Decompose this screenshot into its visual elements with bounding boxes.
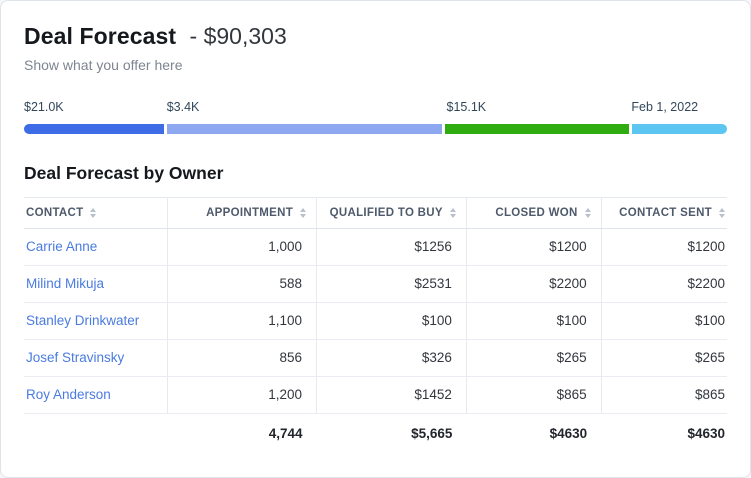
table-row: Stanley Drinkwater 1,100 $100 $100 $100	[24, 302, 727, 340]
appointment-value: 856	[167, 339, 318, 377]
closed-won-value: $265	[466, 339, 602, 377]
closed-won-total: $4630	[549, 425, 588, 441]
sort-icon	[719, 207, 725, 218]
progress-label-3: $15.1K	[446, 99, 487, 114]
progress-label-4: Feb 1, 2022	[631, 99, 699, 114]
section-title: Deal Forecast by Owner	[24, 162, 224, 183]
qualified-to-buy-value: $326	[316, 339, 467, 377]
deal-forecast-table: CONTACT APPOINTMENT QUALIFIED TO BUY	[24, 196, 727, 454]
contact-link[interactable]: Josef Stravinsky	[26, 350, 125, 366]
column-header-label: CLOSED WON	[495, 206, 578, 219]
page-title: Deal Forecast - $90,303	[24, 23, 727, 51]
closed-won-value: $865	[466, 376, 602, 414]
qualified-to-buy-value: $2531	[316, 265, 467, 303]
column-header-label: APPOINTMENT	[206, 206, 294, 219]
table-row: Roy Anderson 1,200 $1452 $865 $865	[24, 376, 727, 414]
appointment-total: 4,744	[268, 425, 303, 441]
contact-sent-value: $2200	[601, 265, 727, 303]
closed-won-value: $100	[466, 302, 602, 340]
progress-bar	[24, 123, 727, 134]
contact-link[interactable]: Stanley Drinkwater	[26, 313, 140, 329]
progress-segment-1	[24, 123, 165, 134]
table-row: Milind Mikuja 588 $2531 $2200 $2200	[24, 265, 727, 303]
column-header-appointment[interactable]: APPOINTMENT	[167, 196, 318, 229]
progress-labels: $21.0K $3.4K $15.1K Feb 1, 2022	[24, 100, 727, 115]
sort-icon	[90, 207, 97, 218]
page-subtitle: Show what you offer here	[24, 56, 183, 73]
qualified-to-buy-value: $1452	[316, 376, 467, 414]
column-header-label: QUALIFIED TO BUY	[329, 206, 443, 219]
closed-won-value: $2200	[466, 265, 602, 303]
qualified-to-buy-value: $1256	[316, 228, 467, 266]
progress-segment-3	[444, 123, 629, 134]
header: Deal Forecast - $90,303 Show what you of…	[24, 23, 727, 73]
contact-link[interactable]: Milind Mikuja	[26, 276, 105, 292]
closed-won-value: $1200	[466, 228, 602, 266]
appointment-value: 1,100	[167, 302, 318, 340]
table-row: Josef Stravinsky 856 $326 $265 $265	[24, 339, 727, 377]
column-header-contact[interactable]: CONTACT	[24, 196, 169, 229]
progress-label-2: $3.4K	[166, 99, 200, 114]
contact-link[interactable]: Roy Anderson	[26, 387, 111, 403]
table-totals-row: 4,744 $5,665 $4630 $4630	[24, 413, 727, 453]
contact-sent-total: $4630	[687, 425, 725, 441]
qualified-to-buy-value: $100	[316, 302, 467, 340]
appointment-value: 1,000	[167, 228, 318, 266]
contact-sent-value: $1200	[601, 228, 727, 266]
column-header-closed-won[interactable]: CLOSED WON	[466, 196, 602, 229]
table-header-row: CONTACT APPOINTMENT QUALIFIED TO BUY	[24, 196, 727, 229]
appointment-value: 1,200	[167, 376, 318, 414]
sort-icon	[300, 207, 307, 218]
qualified-to-buy-total: $5,665	[411, 425, 453, 441]
page-title-text: Deal Forecast	[24, 23, 177, 49]
progress-segment-2	[167, 123, 442, 134]
forecast-amount: - $90,303	[189, 23, 287, 49]
column-header-label: CONTACT	[26, 206, 84, 219]
column-header-contact-sent[interactable]: CONTACT SENT	[601, 196, 727, 229]
column-header-label: CONTACT SENT	[619, 206, 712, 219]
contact-sent-value: $100	[601, 302, 727, 340]
sort-icon	[449, 207, 456, 218]
totals-empty-cell	[24, 413, 168, 453]
contact-link[interactable]: Carrie Anne	[26, 239, 98, 255]
table-row: Carrie Anne 1,000 $1256 $1200 $1200	[24, 228, 727, 266]
appointment-value: 588	[167, 265, 318, 303]
contact-sent-value: $265	[601, 339, 727, 377]
progress-segment-4	[631, 123, 727, 134]
progress-label-1: $21.0K	[24, 99, 64, 114]
contact-sent-value: $865	[601, 376, 727, 414]
column-header-qualified-to-buy[interactable]: QUALIFIED TO BUY	[316, 196, 467, 229]
forecast-progress: $21.0K $3.4K $15.1K Feb 1, 2022	[24, 100, 727, 134]
sort-icon	[584, 207, 591, 218]
